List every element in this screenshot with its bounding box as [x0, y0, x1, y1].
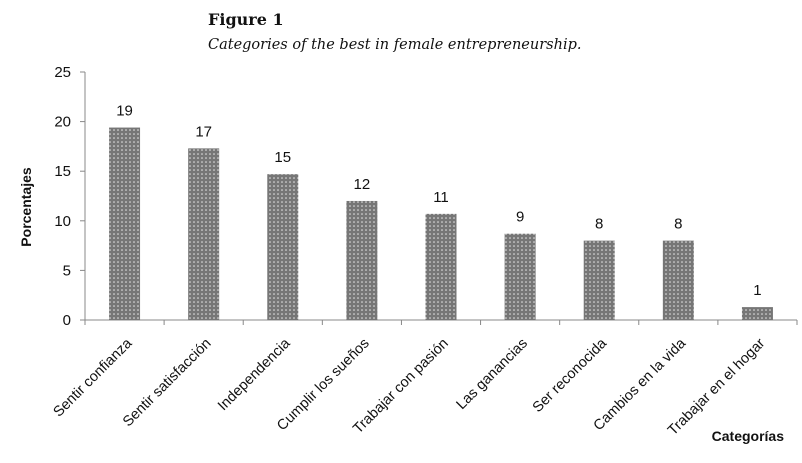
- y-tick-label: 5: [63, 262, 71, 279]
- data-label: 12: [354, 176, 371, 193]
- x-tick-label: Independencia: [215, 335, 294, 414]
- data-label: 8: [674, 216, 682, 233]
- data-label: 17: [195, 123, 212, 140]
- bars: [109, 127, 773, 320]
- bar: [188, 148, 220, 320]
- x-tick-label: Sentir confianza: [51, 335, 136, 420]
- y-tick-label: 10: [54, 213, 71, 230]
- y-axis-title: Porcentajes: [18, 167, 34, 247]
- bar: [662, 240, 694, 320]
- y-tick-label: 0: [63, 312, 71, 329]
- data-labels: 19 17 15 12 11 9 8 8 1: [116, 103, 761, 300]
- x-tick-label: Sentir satisfacción: [120, 336, 215, 431]
- bar: [504, 233, 536, 320]
- bar: [425, 213, 457, 320]
- data-label: 15: [274, 149, 291, 166]
- y-tick-labels: 0 5 10 15 20 25: [54, 64, 71, 329]
- data-label: 1: [753, 282, 761, 299]
- figure-label: Figure 1: [208, 10, 284, 29]
- data-label: 11: [433, 189, 449, 206]
- y-tick-label: 25: [54, 64, 71, 81]
- x-axis-title: Categorías: [712, 428, 785, 444]
- x-tick-label: Ser reconocida: [530, 335, 611, 416]
- x-tick-label: Las ganancias: [454, 336, 531, 413]
- figure-caption: Categories of the best in female entrepr…: [208, 37, 582, 53]
- bar: [583, 240, 615, 320]
- y-tick-label: 20: [54, 114, 71, 131]
- bar: [346, 200, 378, 320]
- y-tick-label: 15: [54, 163, 71, 180]
- data-label: 19: [116, 103, 133, 120]
- bar: [109, 127, 141, 320]
- bar: [267, 174, 299, 320]
- bar: [741, 307, 773, 320]
- data-label: 9: [516, 209, 524, 226]
- data-label: 8: [595, 216, 603, 233]
